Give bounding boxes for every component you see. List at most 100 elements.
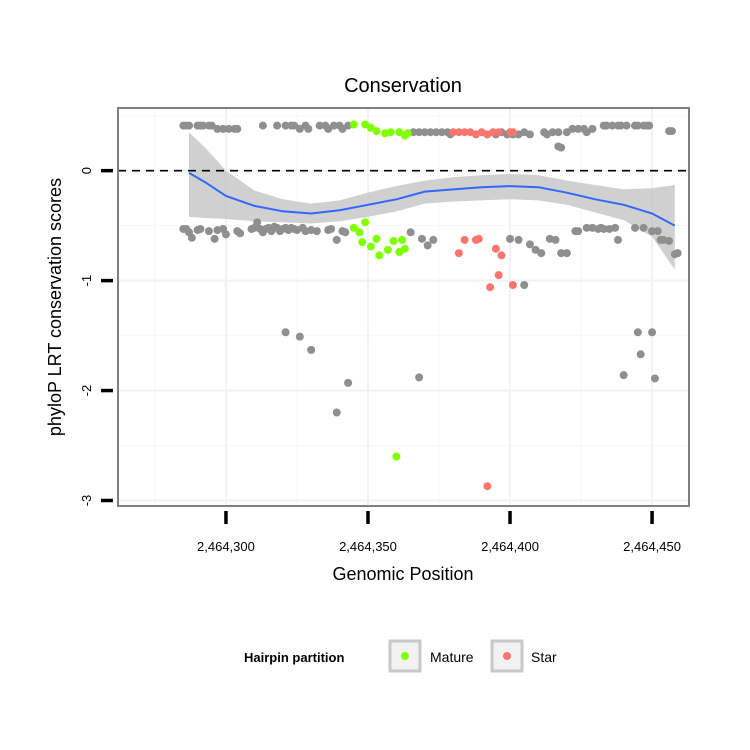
x-axis-title: Genomic Position <box>332 564 473 584</box>
point-star <box>508 281 517 290</box>
point-other <box>221 230 230 239</box>
point-other <box>417 234 426 243</box>
point-other <box>514 235 523 244</box>
point-mature <box>392 452 401 461</box>
point-other <box>611 223 620 232</box>
point-star <box>488 128 497 137</box>
point-mature <box>375 251 384 260</box>
point-other <box>327 224 336 233</box>
point-other <box>667 127 676 136</box>
point-star <box>508 128 517 137</box>
point-mature <box>349 120 358 129</box>
point-other <box>525 130 534 139</box>
point-other <box>341 228 350 237</box>
point-star <box>460 235 469 244</box>
points-layer <box>179 120 682 491</box>
y-axis-ticks: 0 -1 -2 -3 <box>79 167 113 506</box>
point-other <box>613 235 622 244</box>
point-other <box>633 121 642 130</box>
point-other <box>648 328 657 337</box>
point-other <box>295 332 304 341</box>
point-other <box>568 124 577 133</box>
point-mature <box>366 242 375 251</box>
confidence-band-layer <box>189 132 675 270</box>
point-star <box>494 271 503 280</box>
point-other <box>415 373 424 382</box>
point-other <box>429 235 438 244</box>
point-mature <box>372 234 381 243</box>
point-mature <box>355 228 364 237</box>
point-other <box>224 124 233 133</box>
point-other <box>219 124 228 133</box>
point-other <box>639 223 648 232</box>
point-mature <box>383 245 392 254</box>
legend-marker-star <box>503 652 511 660</box>
point-other <box>406 228 415 237</box>
point-mature <box>349 223 358 232</box>
point-other <box>633 328 642 337</box>
point-other <box>537 249 546 258</box>
point-other <box>557 249 566 258</box>
point-other <box>574 227 583 236</box>
point-other <box>281 328 290 337</box>
smooth-curve-layer <box>188 172 676 227</box>
point-other <box>185 121 194 130</box>
legend-marker-mature <box>401 652 409 660</box>
point-other <box>650 374 659 383</box>
point-other <box>199 121 208 130</box>
point-other <box>582 223 591 232</box>
point-mature <box>361 218 370 227</box>
point-other <box>602 121 611 130</box>
point-other <box>236 229 245 238</box>
point-other <box>562 249 571 258</box>
x-tick-label: 2,464,400 <box>481 539 539 554</box>
point-other <box>329 121 338 130</box>
point-mature <box>400 244 409 253</box>
point-other <box>548 128 557 137</box>
point-star <box>486 283 495 292</box>
point-mature <box>389 237 398 246</box>
x-tick-label: 2,464,450 <box>623 539 681 554</box>
confidence-ribbon <box>189 132 675 270</box>
y-tick-label: -1 <box>79 275 94 287</box>
legend-title: Hairpin partition <box>244 650 344 665</box>
point-other <box>344 378 353 387</box>
point-star <box>497 251 506 260</box>
point-other <box>304 124 313 133</box>
point-mature <box>358 238 367 247</box>
point-star <box>474 234 483 243</box>
point-star <box>454 249 463 258</box>
point-other <box>622 121 631 130</box>
panel-border <box>117 107 690 507</box>
point-other <box>204 227 213 236</box>
point-other <box>645 121 654 130</box>
point-other <box>312 227 321 236</box>
x-axis-ticks: 2,464,300 2,464,350 2,464,400 2,464,450 <box>197 511 681 554</box>
y-tick-label: -3 <box>79 495 94 507</box>
point-other <box>437 128 446 137</box>
point-star <box>494 128 503 137</box>
legend: Hairpin partition Mature Star <box>244 639 557 673</box>
point-other <box>665 237 674 246</box>
point-other <box>273 121 282 130</box>
plot-panel <box>117 107 690 507</box>
y-axis-title: phyloP LRT conservation scores <box>45 178 65 436</box>
point-other <box>423 241 432 250</box>
point-other <box>415 128 424 137</box>
point-mature <box>386 128 395 137</box>
point-star <box>454 128 463 137</box>
point-other <box>551 235 560 244</box>
point-mature <box>398 235 407 244</box>
point-other <box>599 224 608 233</box>
point-other <box>673 249 682 258</box>
point-other <box>554 128 563 137</box>
point-other <box>648 227 657 236</box>
point-other <box>636 350 645 359</box>
point-mature <box>372 127 381 136</box>
y-tick-label: 0 <box>79 167 94 174</box>
point-other <box>315 121 324 130</box>
point-other <box>258 121 267 130</box>
point-other <box>213 124 222 133</box>
point-star <box>460 128 469 137</box>
